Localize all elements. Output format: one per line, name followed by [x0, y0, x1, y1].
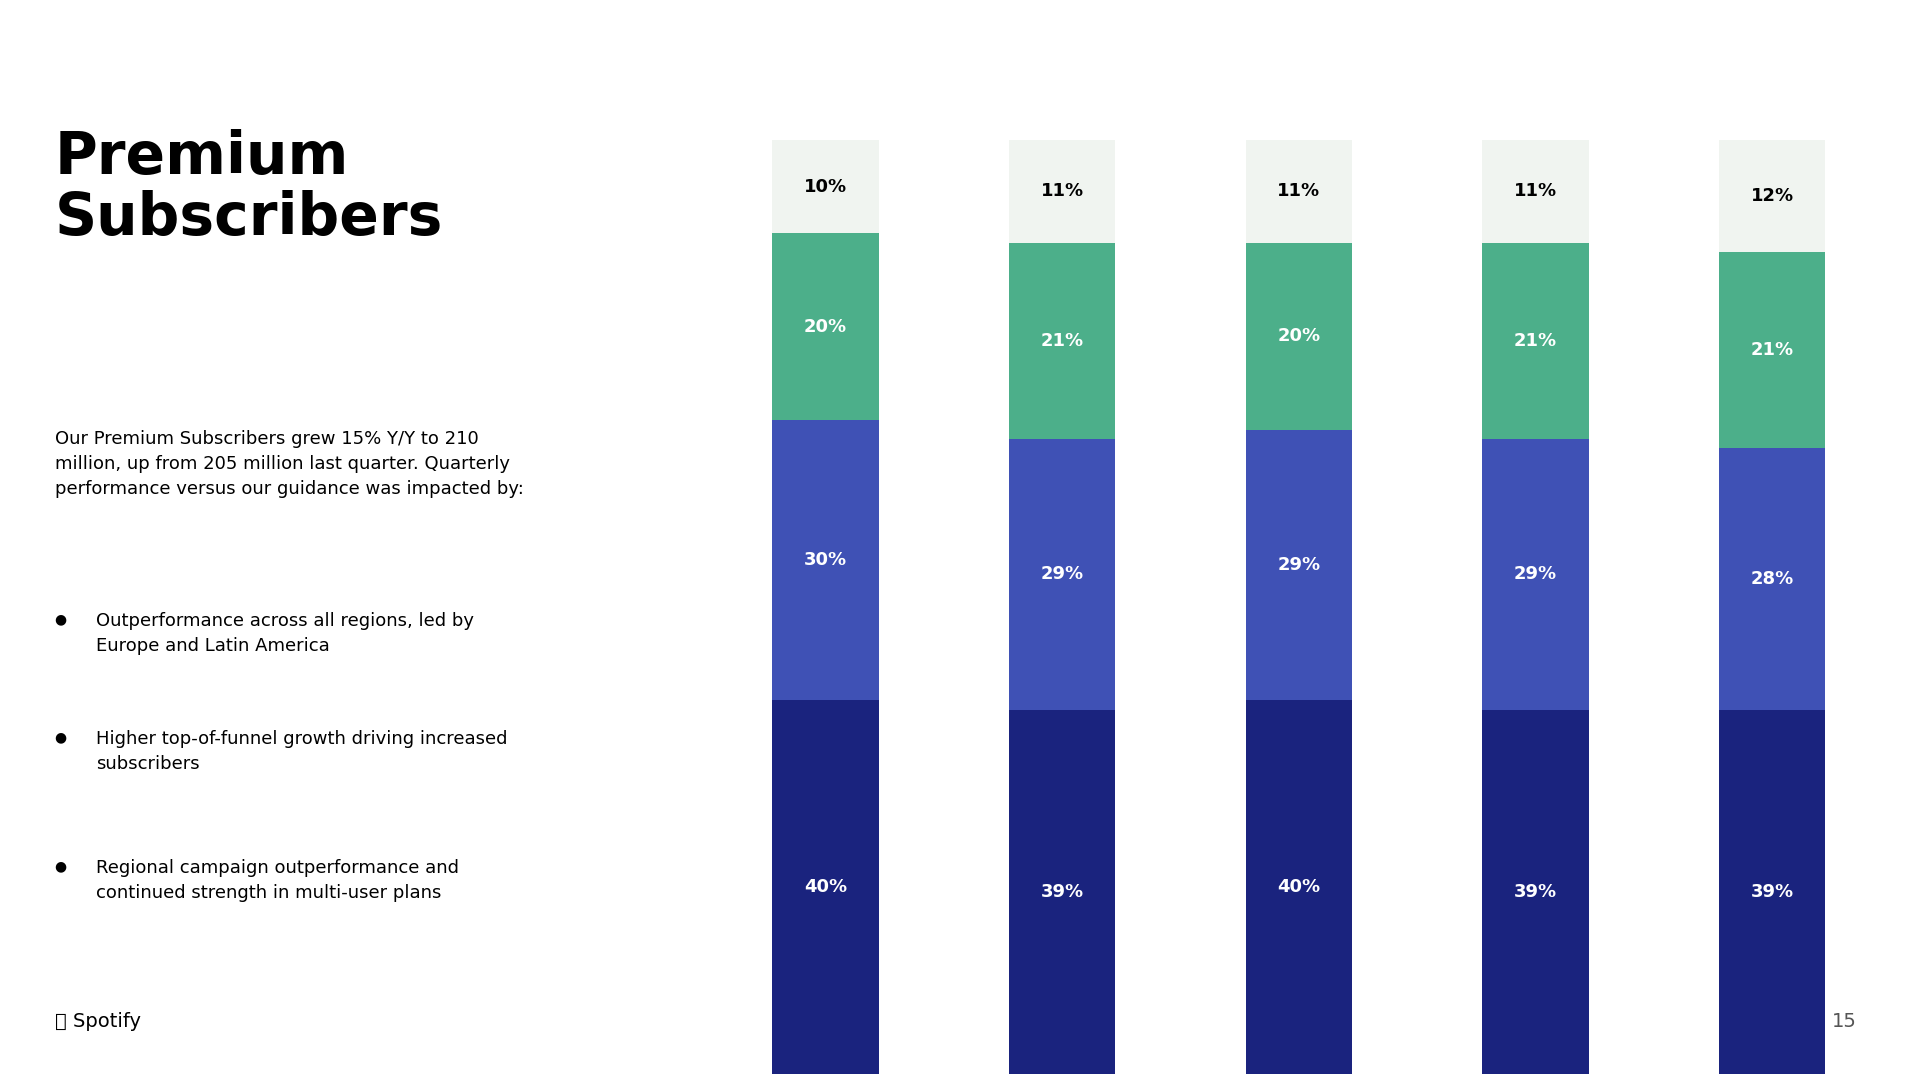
Text: Higher top-of-funnel growth driving increased
subscribers: Higher top-of-funnel growth driving incr…: [96, 730, 507, 773]
Text: 40%: 40%: [804, 879, 848, 896]
Text: 29%: 29%: [1277, 556, 1321, 574]
Text: 21%: 21%: [1751, 342, 1793, 359]
Bar: [773, 420, 879, 700]
Text: Our Premium Subscribers grew 15% Y/Y to 210
million, up from 205 million last qu: Our Premium Subscribers grew 15% Y/Y to …: [56, 430, 524, 497]
Text: 40%: 40%: [1277, 879, 1321, 896]
Bar: [1719, 448, 1826, 710]
Text: 30%: 30%: [804, 551, 848, 569]
Bar: [1009, 243, 1116, 439]
Bar: [1481, 710, 1589, 1074]
Text: Regional campaign outperformance and
continued strength in multi-user plans: Regional campaign outperformance and con…: [96, 859, 459, 902]
Bar: [1719, 710, 1826, 1074]
Text: 12%: 12%: [1751, 187, 1793, 205]
Text: Outperformance across all regions, led by
Europe and Latin America: Outperformance across all regions, led b…: [96, 612, 473, 655]
Text: 11%: 11%: [1277, 183, 1321, 201]
Text: 21%: 21%: [1514, 332, 1556, 350]
Text: 11%: 11%: [1514, 183, 1556, 201]
Bar: [1246, 243, 1351, 430]
Text: 28%: 28%: [1751, 570, 1793, 589]
Bar: [1246, 700, 1351, 1074]
Bar: [773, 700, 879, 1074]
Text: ●: ●: [56, 730, 67, 744]
Bar: [1009, 140, 1116, 243]
Text: 20%: 20%: [804, 318, 848, 336]
Bar: [1246, 140, 1351, 243]
Text: ●: ●: [56, 612, 67, 626]
Bar: [1481, 140, 1589, 243]
Bar: [1719, 252, 1826, 448]
Text: Premium
Subscribers: Premium Subscribers: [56, 129, 442, 247]
Text: 20%: 20%: [1277, 328, 1321, 345]
Text: 29%: 29%: [1514, 565, 1556, 583]
Text: 11%: 11%: [1041, 183, 1083, 201]
Text: 39%: 39%: [1751, 883, 1793, 901]
Text: 🎵 Spotify: 🎵 Spotify: [56, 1012, 142, 1031]
Text: ●: ●: [56, 859, 67, 873]
Text: 39%: 39%: [1041, 883, 1083, 901]
Text: 39%: 39%: [1514, 883, 1556, 901]
Bar: [773, 140, 879, 233]
Text: 21%: 21%: [1041, 332, 1083, 350]
Bar: [1009, 439, 1116, 710]
Bar: [1719, 140, 1826, 252]
Bar: [1246, 430, 1351, 700]
Bar: [1009, 710, 1116, 1074]
Text: 29%: 29%: [1041, 565, 1083, 583]
Bar: [1481, 243, 1589, 439]
Text: 15: 15: [1832, 1012, 1857, 1031]
Bar: [773, 233, 879, 420]
Bar: [1481, 439, 1589, 710]
Text: 10%: 10%: [804, 178, 848, 195]
